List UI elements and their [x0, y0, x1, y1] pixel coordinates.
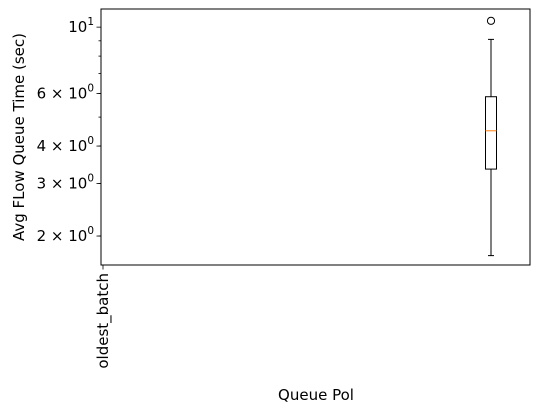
box-iqr: [485, 96, 497, 170]
y-tick-label-base: 2 × 10: [37, 227, 88, 245]
y-tick-label: 4 × 100: [37, 135, 94, 155]
y-tick-label-exponent: 0: [87, 172, 94, 184]
x-axis-title: Queue Pol: [278, 386, 354, 404]
x-tick-label: oldest_batch: [94, 273, 113, 369]
y-tick-label-exponent: 0: [87, 135, 94, 147]
y-axis-title: Avg FLow Queue Time (sec): [10, 33, 28, 241]
box-plot-layer: [485, 16, 497, 257]
y-tick-label: 2 × 100: [37, 225, 94, 245]
y-tick-label: 6 × 100: [37, 82, 94, 102]
y-tick-label-base: 4 × 10: [37, 137, 88, 155]
y-tick-label: 3 × 100: [37, 172, 94, 192]
x-ticks: oldest_batch: [94, 265, 113, 369]
y-tick-label-base: 10: [68, 18, 87, 36]
y-tick-label-exponent: 0: [87, 225, 94, 237]
outlier-point: [486, 16, 496, 25]
axes-frame: [100, 8, 531, 266]
y-tick-label-exponent: 0: [87, 82, 94, 94]
y-tick-label: 101: [68, 16, 94, 36]
box-oldest_batch: [485, 16, 497, 257]
y-tick-label-base: 3 × 10: [37, 174, 88, 192]
y-tick-label-exponent: 1: [87, 16, 94, 28]
y-tick-label-base: 6 × 10: [37, 84, 88, 102]
